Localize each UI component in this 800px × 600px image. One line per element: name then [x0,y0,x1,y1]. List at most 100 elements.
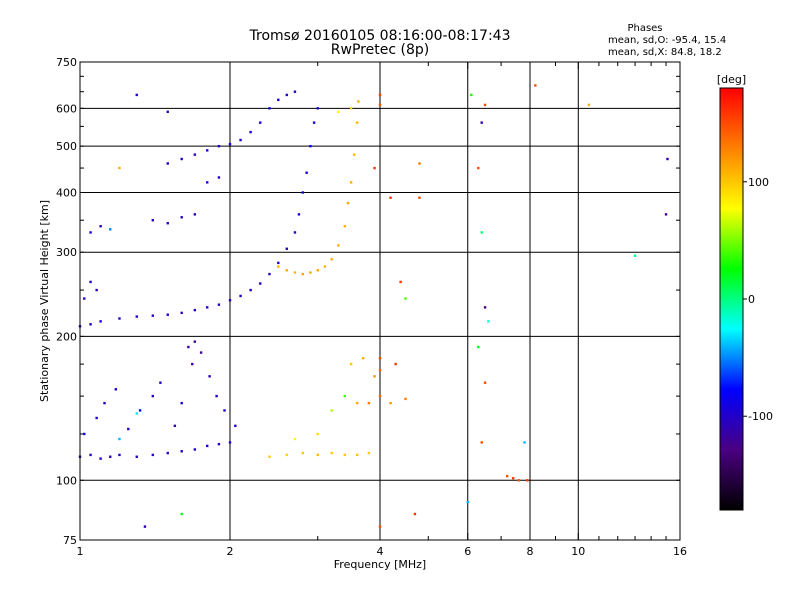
colorbar-ticks: 100 0 -100 [743,176,773,423]
data-point [223,409,226,412]
data-point [293,437,297,441]
data-point [277,265,280,268]
data-point [89,453,92,457]
data-point [349,107,353,110]
data-point [343,453,347,457]
data-point [337,110,340,114]
grid-lines [80,62,680,540]
data-point [316,432,319,436]
data-point [239,138,242,142]
data-point [118,317,121,320]
data-point [217,442,221,446]
data-point [215,394,218,398]
data-point [166,162,169,165]
data-point [373,375,376,378]
colorbar-tick-label: 0 [748,293,755,306]
stats-heading: Phases [627,23,662,34]
data-point [330,258,333,261]
data-point [316,269,319,272]
data-point [466,500,469,504]
data-point [109,228,112,231]
data-point [193,153,197,156]
x-tick-label: 1 [77,545,84,558]
data-point [305,171,308,174]
data-point [312,121,316,124]
data-point [285,247,288,250]
data-point [343,394,347,398]
x-tick-label: 2 [227,545,234,558]
data-point [301,191,305,194]
data-point [217,144,221,148]
data-point [193,308,197,312]
data-point [480,121,483,124]
data-point [268,455,271,458]
data-point [180,157,183,161]
data-point [352,153,356,156]
data-point [180,512,183,516]
data-point [249,130,252,134]
data-point [99,225,102,228]
data-point [277,261,280,265]
data-point [394,362,397,366]
data-point [301,272,305,276]
y-tick-label: 300 [56,246,77,259]
data-point [205,181,209,184]
data-point [483,381,487,384]
data-point [378,357,382,360]
y-tick-label: 500 [56,140,77,153]
data-point [180,311,183,315]
data-point [89,231,92,234]
data-point [83,432,86,436]
data-point [523,441,526,444]
x-tick-label: 6 [464,545,471,558]
data-point [378,103,382,107]
data-point [217,176,221,179]
data-point [83,297,86,300]
data-point [297,213,301,216]
data-point [277,98,280,102]
data-point [337,244,340,247]
data-point [135,93,138,97]
data-point [239,294,242,298]
data-point [316,107,319,110]
data-point [378,93,382,97]
data-point [367,401,371,405]
x-tick-label: 10 [571,545,585,558]
data-point [205,306,209,309]
data-point [228,142,232,146]
data-point [193,448,197,451]
data-point [483,103,487,107]
data-point [587,103,591,107]
data-point [268,272,271,276]
data-point [346,201,350,205]
data-point [293,90,297,93]
data-point [404,397,407,401]
axis-ticks: 1 2 4 6 8 10 16 75 100 200 300 400 500 600 750 [56,56,687,558]
data-point [355,453,359,457]
data-point [187,345,190,349]
data-point [180,401,183,405]
y-tick-label: 400 [56,186,77,199]
colorbar-unit-label: [deg] [717,73,746,86]
data-point [293,271,297,274]
data-point [95,288,98,292]
data-point [99,320,102,323]
data-point [285,269,288,272]
data-point [517,479,521,482]
data-point [480,441,483,444]
data-point [118,437,121,441]
data-point [477,345,480,349]
data-point [355,401,359,405]
data-point [316,453,319,457]
data-point [199,351,203,354]
y-tick-label: 100 [56,474,77,487]
data-point [95,416,98,420]
data-point [373,166,376,170]
data-point [135,315,138,318]
data-point [357,100,360,103]
data-point [505,474,509,478]
data-point [378,394,382,398]
data-point [526,479,529,482]
data-point [361,357,365,360]
